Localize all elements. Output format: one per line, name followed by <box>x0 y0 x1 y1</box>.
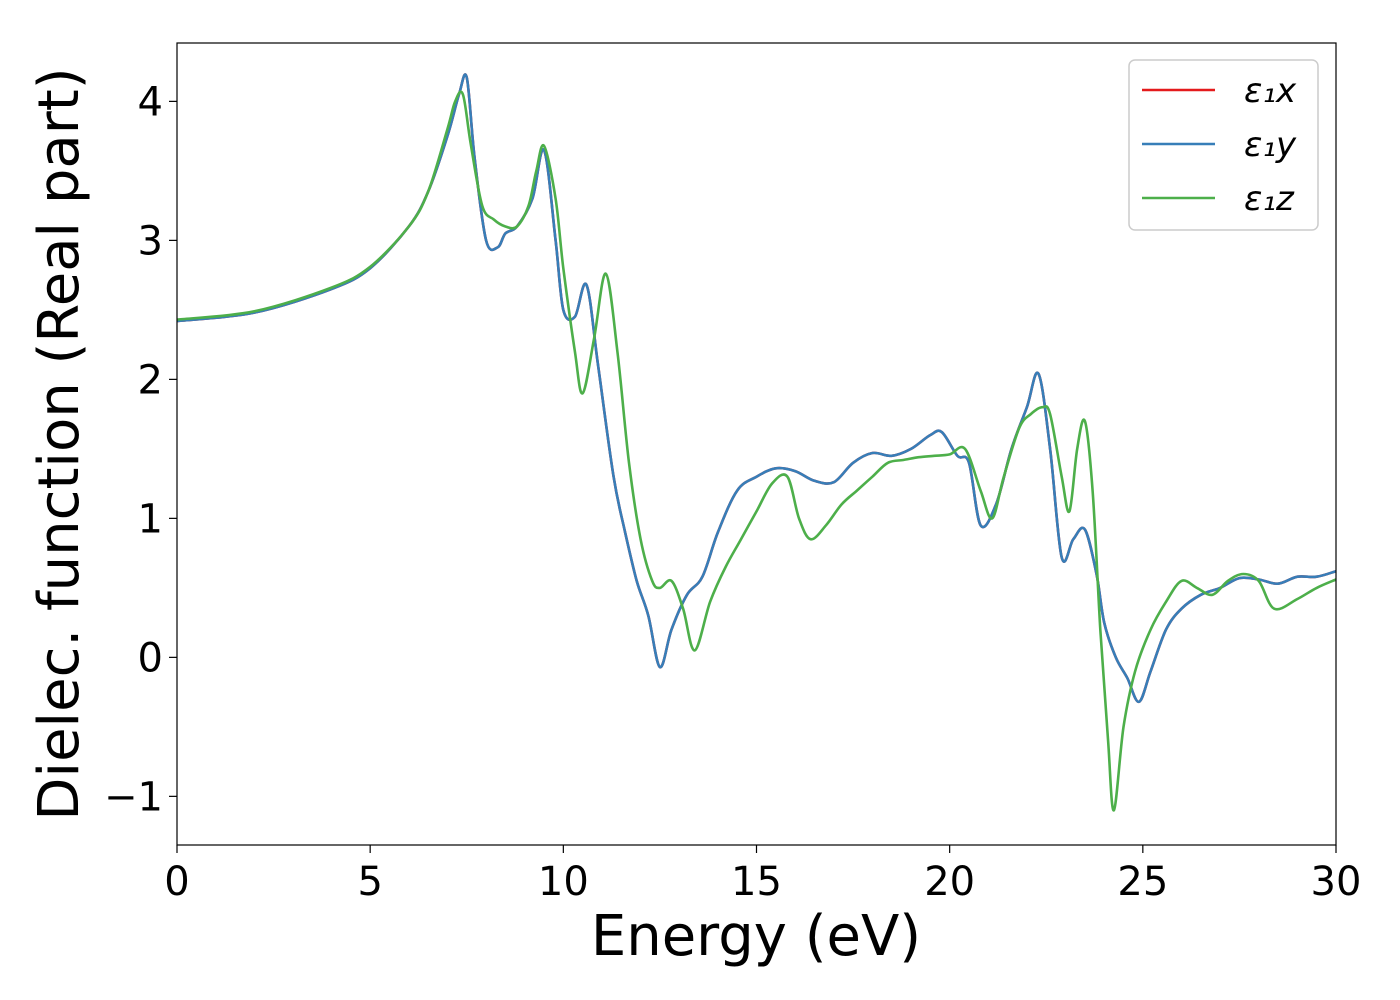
legend: ε₁x ε₁y ε₁z <box>1128 59 1319 231</box>
x-tick-label: 5 <box>357 859 382 905</box>
x-tick-label: 10 <box>538 859 589 905</box>
y-tick-label: 3 <box>138 218 163 264</box>
x-axis-ticks: 0 5 10 15 20 25 30 <box>164 845 1361 905</box>
legend-label: ε₁z <box>1244 179 1295 219</box>
y-axis-title: Dielec. function (Real part) <box>27 67 92 820</box>
x-tick-label: 30 <box>1311 859 1362 905</box>
x-axis-title: Energy (eV) <box>591 904 921 969</box>
y-tick-label: 4 <box>138 79 163 125</box>
legend-box <box>1128 59 1319 231</box>
x-tick-label: 20 <box>924 859 975 905</box>
series-group <box>176 73 1337 812</box>
legend-label: ε₁y <box>1244 125 1297 165</box>
legend-label: ε₁x <box>1244 71 1297 111</box>
y-tick-label: 1 <box>138 496 163 542</box>
y-tick-label: −1 <box>104 774 163 820</box>
series-line-3 <box>176 90 1337 812</box>
y-tick-label: 2 <box>138 357 163 403</box>
x-tick-label: 25 <box>1117 859 1168 905</box>
x-tick-label: 0 <box>164 859 189 905</box>
y-tick-label: 0 <box>138 635 163 681</box>
legend-items: ε₁x ε₁y ε₁z <box>1142 71 1297 219</box>
x-tick-label: 15 <box>731 859 782 905</box>
y-axis-ticks: −1 0 1 2 3 4 <box>104 79 177 820</box>
